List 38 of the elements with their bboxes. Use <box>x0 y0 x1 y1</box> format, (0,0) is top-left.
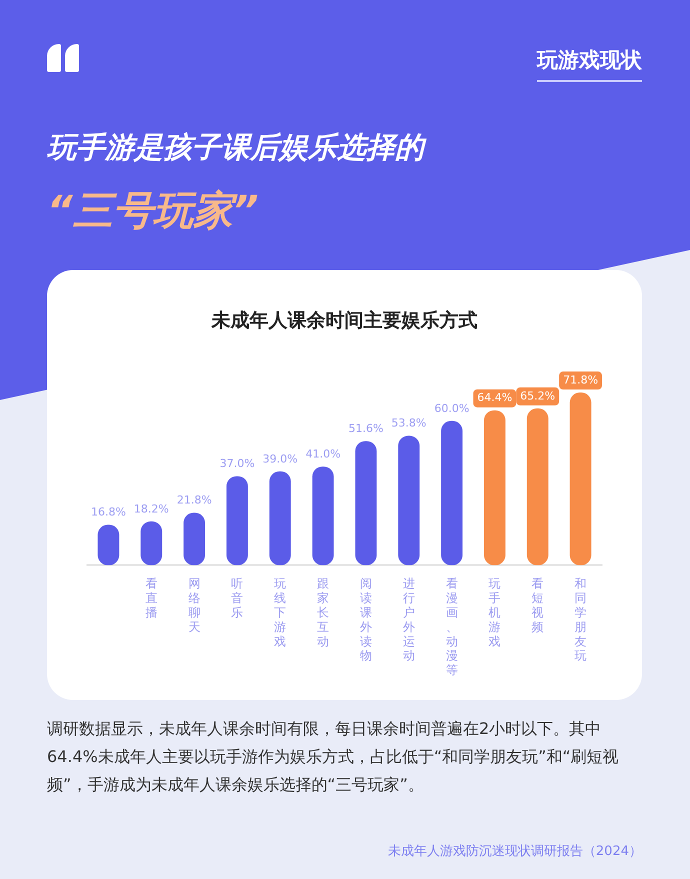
data-label: 64.4% <box>477 391 512 404</box>
chart-title: 未成年人课余时间主要娱乐方式 <box>210 309 478 332</box>
text: 玩手游是孩子课后娱乐选择的 <box>47 129 424 166</box>
x-tick-label: 听音乐 <box>231 576 244 620</box>
data-label: 21.8% <box>176 494 212 507</box>
x-tick-label: 进行户外运动 <box>402 576 415 663</box>
data-label: 53.8% <box>391 416 426 430</box>
bar <box>226 476 248 566</box>
x-tick-label: 玩线下游戏 <box>274 576 286 648</box>
bar <box>269 471 291 566</box>
data-label: 18.2% <box>134 502 169 516</box>
x-tick-label: 阅读课外读物 <box>360 576 372 663</box>
data-label: 51.6% <box>348 422 384 435</box>
x-tick-label: 玩手机游戏 <box>488 576 501 648</box>
bar <box>355 441 377 566</box>
x-tick-label: 跟家长互动 <box>317 576 330 648</box>
bar <box>312 466 334 566</box>
text: “三号玩家” <box>47 187 259 236</box>
text: 调研数据显示，未成年人课余时间有限，每日课余时间普遍在2小时以下。其中64.4%未成年人主要以玩手游作为娱乐方式，占比低于“和同学朋友玩”和“刷短视频”，手游成为未成年人课余娱乐选择的“三号玩家”。 <box>47 718 620 796</box>
bar <box>484 410 506 566</box>
data-label: 65.2% <box>520 389 556 402</box>
data-label: 16.8% <box>90 506 126 519</box>
data-label: 41.0% <box>306 447 341 460</box>
bar <box>570 392 592 566</box>
data-label: 60.0% <box>434 402 470 415</box>
data-label: 71.8% <box>563 373 598 386</box>
bar <box>398 436 420 566</box>
x-tick-label: 网络聊天 <box>188 576 200 634</box>
text: 玩游戏现状 <box>537 46 642 82</box>
x-tick-label: 和同学朋友玩 <box>574 576 587 663</box>
x-tick-label: 看直播 <box>145 576 158 620</box>
text: 未成年人游戏防沉迷现状调研报告（2024） <box>388 843 642 860</box>
bar <box>526 408 548 566</box>
x-tick-label: 看漫画、动漫等 <box>446 576 458 678</box>
x-tick-label: 看短视频 <box>532 576 544 634</box>
bar <box>441 420 463 566</box>
data-label: 39.0% <box>262 452 298 466</box>
data-label: 37.0% <box>220 457 255 470</box>
